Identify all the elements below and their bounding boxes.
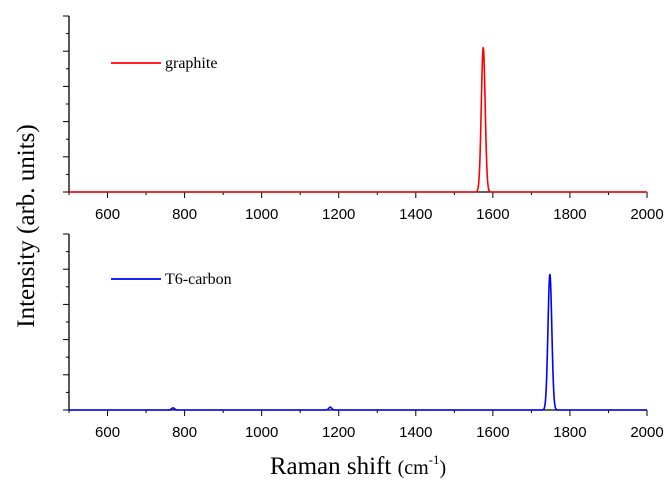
x-axis-title-close: ) [440, 457, 447, 479]
x-tick-label: 1000 [245, 424, 278, 441]
x-tick-label: 600 [95, 206, 120, 223]
series-line-graphite [68, 46, 648, 193]
x-tick-label: 1800 [553, 424, 586, 441]
y-axis-title: Intensity (arb. units) [13, 124, 40, 327]
x-axis-title-superscript: -1 [429, 452, 440, 467]
legend-label: graphite [165, 55, 217, 72]
x-tick-label: 1600 [476, 424, 509, 441]
x-tick-label: 1200 [322, 206, 355, 223]
x-tick-label: 1200 [322, 424, 355, 441]
x-axis-title: Raman shift (cm-1) [270, 452, 446, 480]
t6-carbon-panel: 600 800 1000 1200 1400 1600 1800 2000 T6-carbon [63, 233, 664, 441]
x-axis-title-main: Raman shift [270, 453, 398, 480]
x-tick-label: 1400 [399, 424, 432, 441]
x-tick-label: 2000 [630, 424, 663, 441]
x-tick-label: 1600 [476, 206, 509, 223]
x-tick-label: 1800 [553, 206, 586, 223]
series-line-t6-carbon [68, 273, 648, 411]
x-tick-label: 800 [172, 424, 197, 441]
legend-label: T6-carbon [165, 271, 232, 288]
x-axis-title-unit: (cm [398, 457, 430, 479]
x-tick-label: 2000 [630, 206, 663, 223]
x-tick-label: 1000 [245, 206, 278, 223]
x-tick-label: 800 [172, 206, 197, 223]
graphite-panel: 600 800 1000 1200 1400 1600 1800 2000 graphite [63, 15, 664, 223]
x-tick-label: 1400 [399, 206, 432, 223]
x-tick-label: 600 [95, 424, 120, 441]
